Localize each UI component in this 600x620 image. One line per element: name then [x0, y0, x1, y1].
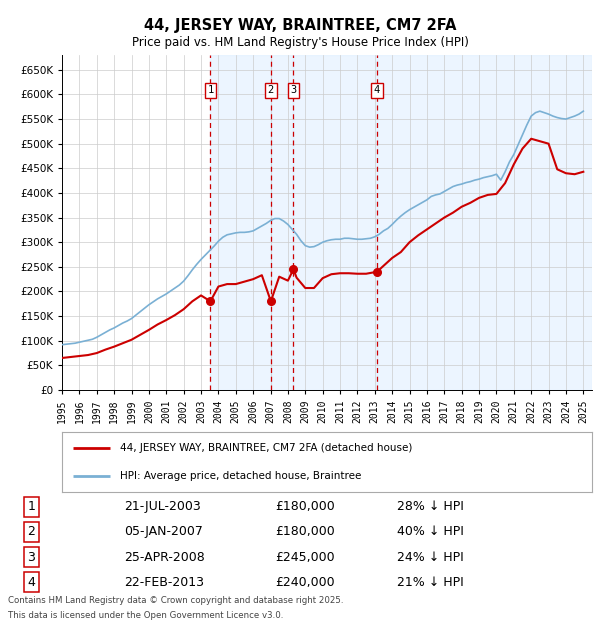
- Text: £180,000: £180,000: [275, 525, 335, 538]
- Text: 4: 4: [374, 85, 380, 95]
- Text: 3: 3: [290, 85, 296, 95]
- Text: 28% ↓ HPI: 28% ↓ HPI: [397, 500, 463, 513]
- Text: 44, JERSEY WAY, BRAINTREE, CM7 2FA (detached house): 44, JERSEY WAY, BRAINTREE, CM7 2FA (deta…: [120, 443, 413, 453]
- Bar: [211, 55, 271, 390]
- Text: 05-JAN-2007: 05-JAN-2007: [124, 525, 203, 538]
- Text: HPI: Average price, detached house, Braintree: HPI: Average price, detached house, Brai…: [120, 471, 362, 480]
- Text: 2: 2: [268, 85, 274, 95]
- Text: £245,000: £245,000: [275, 551, 334, 564]
- Text: 22-FEB-2013: 22-FEB-2013: [124, 576, 204, 589]
- Text: 24% ↓ HPI: 24% ↓ HPI: [397, 551, 463, 564]
- Text: 3: 3: [27, 551, 35, 564]
- Text: 1: 1: [207, 85, 214, 95]
- Text: 2: 2: [27, 525, 35, 538]
- Text: 4: 4: [27, 576, 35, 589]
- Text: 1: 1: [27, 500, 35, 513]
- Text: Price paid vs. HM Land Registry's House Price Index (HPI): Price paid vs. HM Land Registry's House …: [131, 36, 469, 49]
- Bar: [293, 55, 377, 390]
- Bar: [271, 55, 293, 390]
- Text: 21% ↓ HPI: 21% ↓ HPI: [397, 576, 463, 589]
- Text: 40% ↓ HPI: 40% ↓ HPI: [397, 525, 463, 538]
- Text: Contains HM Land Registry data © Crown copyright and database right 2025.: Contains HM Land Registry data © Crown c…: [8, 596, 343, 605]
- Text: £180,000: £180,000: [275, 500, 335, 513]
- Text: 44, JERSEY WAY, BRAINTREE, CM7 2FA: 44, JERSEY WAY, BRAINTREE, CM7 2FA: [144, 18, 456, 33]
- Text: This data is licensed under the Open Government Licence v3.0.: This data is licensed under the Open Gov…: [8, 611, 283, 620]
- Text: 21-JUL-2003: 21-JUL-2003: [124, 500, 201, 513]
- Bar: [377, 55, 592, 390]
- Text: 25-APR-2008: 25-APR-2008: [124, 551, 205, 564]
- Text: £240,000: £240,000: [275, 576, 334, 589]
